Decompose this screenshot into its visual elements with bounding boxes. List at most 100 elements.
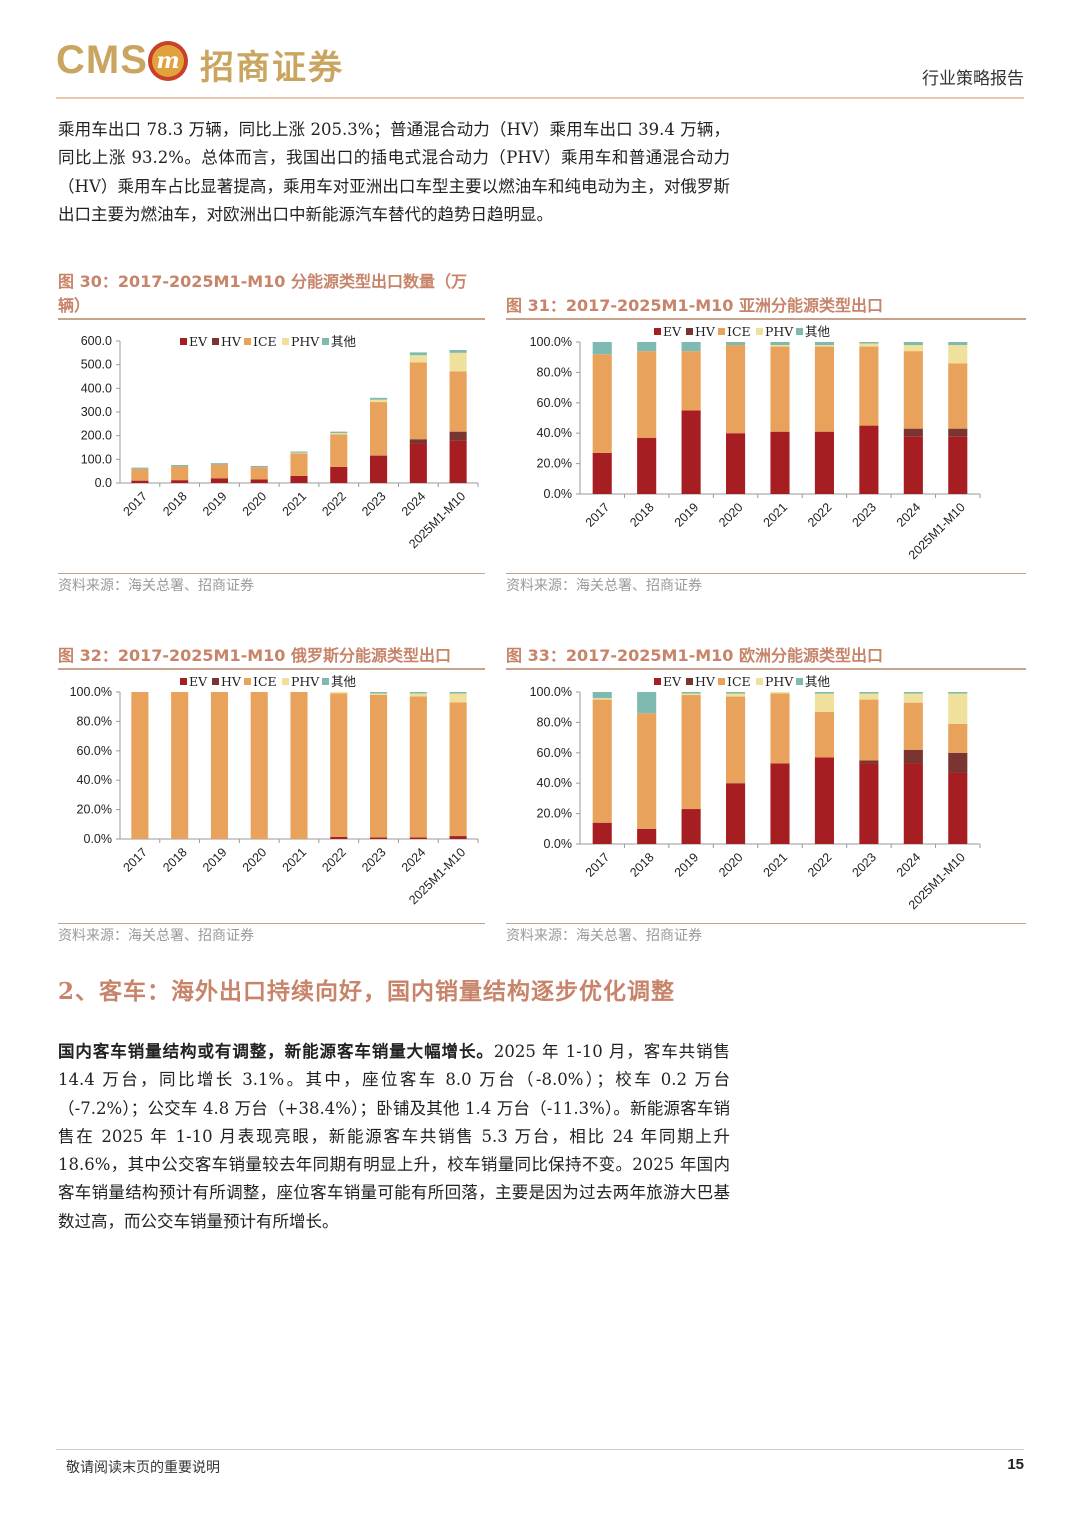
fig32-legend-label-EV: EV [189,674,208,689]
fig33-bottom-rule [506,923,1026,924]
fig31-legend-label-PHV: PHV [765,324,794,339]
fig32-y-tick-label: 80.0% [77,714,112,728]
fig32-x-tick-label: 2019 [200,845,230,875]
fig30-bar-EV-2019 [210,478,228,483]
fig32-x-tick-label: 2023 [359,845,389,875]
fig30-bottom-rule [58,573,485,574]
fig30-legend-swatch-ICE [244,338,251,345]
fig31-x-tick-label: 2022 [805,500,835,530]
fig32-bar-ICE-2017 [131,692,149,839]
fig30-x-tick-label: 2017 [120,489,150,519]
fig31-legend-label-其他: 其他 [805,324,831,339]
fig32-bar-EV-2023 [370,837,388,839]
fig31-x-tick-label: 2024 [894,500,924,530]
fig33-bar-EV-2025M1-M10 [948,772,968,844]
fig33-bar-ICE-2022 [814,711,834,758]
fig31-bar-ICE-2024 [903,351,923,429]
fig32-legend-label-其他: 其他 [331,674,357,689]
fig31-bar-ICE-2018 [637,351,657,438]
fig33-legend-label-其他: 其他 [805,674,831,689]
fig33-bar-EV-2021 [770,763,790,844]
fig32-legend-swatch-ICE [244,678,251,685]
fig31-bar-PHV-2023 [859,343,879,347]
fig33-x-tick-label: 2024 [894,850,924,880]
fig30-bar-ICE-2025M1-M10 [449,371,467,432]
fig33-bar-其他-2019 [681,692,701,694]
fig30-x-tick-label: 2021 [280,489,310,519]
fig31-legend-label-ICE: ICE [727,324,751,339]
fig30-bar-EV-2021 [290,475,308,483]
fig31-bar-EV-2018 [637,437,657,494]
fig31-bar-EV-2023 [859,425,879,494]
fig30-legend-swatch-PHV [282,338,289,345]
fig33-bar-PHV-2019 [681,693,701,696]
fig33-bar-PHV-2022 [814,693,834,712]
fig33-bar-ICE-2025M1-M10 [948,723,968,753]
fig30-top-rule [58,318,485,320]
fig31-y-tick-label: 80.0% [537,365,572,379]
fig31-bar-EV-2019 [681,410,701,494]
fig33-bar-EV-2022 [814,757,834,844]
fig31-x-tick-label: 2019 [672,500,702,530]
fig30-x-tick-label: 2023 [359,489,389,519]
fig31-top-rule [506,318,1026,320]
fig32-legend-swatch-PHV [282,678,289,685]
fig30-bar-ICE-2019 [210,464,228,479]
fig30-bar-ICE-2024 [409,362,427,440]
fig32-x-tick-label: 2021 [280,845,310,875]
fig30-bar-EV-2023 [370,455,388,483]
fig30-bar-PHV-2025M1-M10 [449,352,467,372]
fig32-legend-label-ICE: ICE [253,674,277,689]
fig32-bar-ICE-2021 [290,692,308,839]
fig32-y-tick-label: 60.0% [77,744,112,758]
fig30-x-tick-label: 2018 [160,489,190,519]
fig31-bar-PHV-2022 [814,345,834,347]
fig33-bar-ICE-2018 [637,713,657,829]
fig32-title: 图 32：2017-2025M1-M10 俄罗斯分能源类型出口 [58,646,451,665]
fig30-legend-swatch-EV [180,338,187,345]
fig30-x-tick-label: 2020 [240,489,270,519]
fig33-bar-ICE-2019 [681,695,701,810]
fig31-bar-其他-2024 [903,342,923,346]
fig32-bar-其他-2023 [370,692,388,694]
fig32-bar-EV-2024 [409,837,427,839]
fig30-bar-EV-2017 [131,480,149,483]
fig33-bar-PHV-2021 [770,692,790,694]
fig30-y-tick-label: 500.0 [81,358,112,372]
fig32-bar-其他-2024 [409,692,427,694]
fig33-y-tick-label: 80.0% [537,715,572,729]
fig32-y-tick-label: 40.0% [77,773,112,787]
fig33-bar-PHV-2020 [726,693,746,697]
fig31-bar-其他-2022 [814,342,834,346]
body-paragraph: 国内客车销量结构或有调整，新能源客车销量大幅增长。2025 年 1-10 月，客… [58,1038,730,1236]
page-number: 15 [1007,1456,1024,1473]
fig31-bar-PHV-2025M1-M10 [948,345,968,364]
fig30-bar-ICE-2023 [370,402,388,456]
fig33-y-tick-label: 60.0% [537,746,572,760]
fig30-x-tick-label: 2019 [200,489,230,519]
fig31-chart: 0.0% 20.0% 40.0% 60.0% 80.0% 100.0% 2017 2018 20… [530,324,981,562]
fig31-y-tick-label: 0.0% [544,487,573,501]
fig31-bar-EV-2017 [592,452,612,494]
fig31-legend-swatch-ICE [718,328,725,335]
fig31-legend-swatch-EV [654,328,661,335]
fig32-bar-ICE-2020 [250,692,268,839]
fig31-bar-EV-2025M1-M10 [948,436,968,494]
fig30-bar-其他-2024 [409,352,427,356]
fig33-bar-ICE-2017 [592,699,612,823]
fig31-bar-ICE-2019 [681,351,701,411]
fig33-top-rule [506,668,1026,670]
fig32-x-tick-label: 2018 [160,845,190,875]
fig31-x-tick-label: 2018 [627,500,657,530]
fig32-bar-ICE-2019 [210,692,228,839]
fig33-bar-其他-2024 [903,692,923,694]
fig31-bar-PHV-2021 [770,345,790,347]
fig31-bar-EV-2024 [903,436,923,494]
fig30-x-tick-label: 2022 [319,489,349,519]
fig30-bar-其他-2025M1-M10 [449,349,467,353]
fig33-legend-swatch-HV [686,678,693,685]
fig30-y-tick-label: 600.0 [81,334,112,348]
fig32-legend-swatch-EV [180,678,187,685]
fig30-bar-其他-2022 [330,431,348,434]
fig30-bar-其他-2019 [210,463,228,465]
